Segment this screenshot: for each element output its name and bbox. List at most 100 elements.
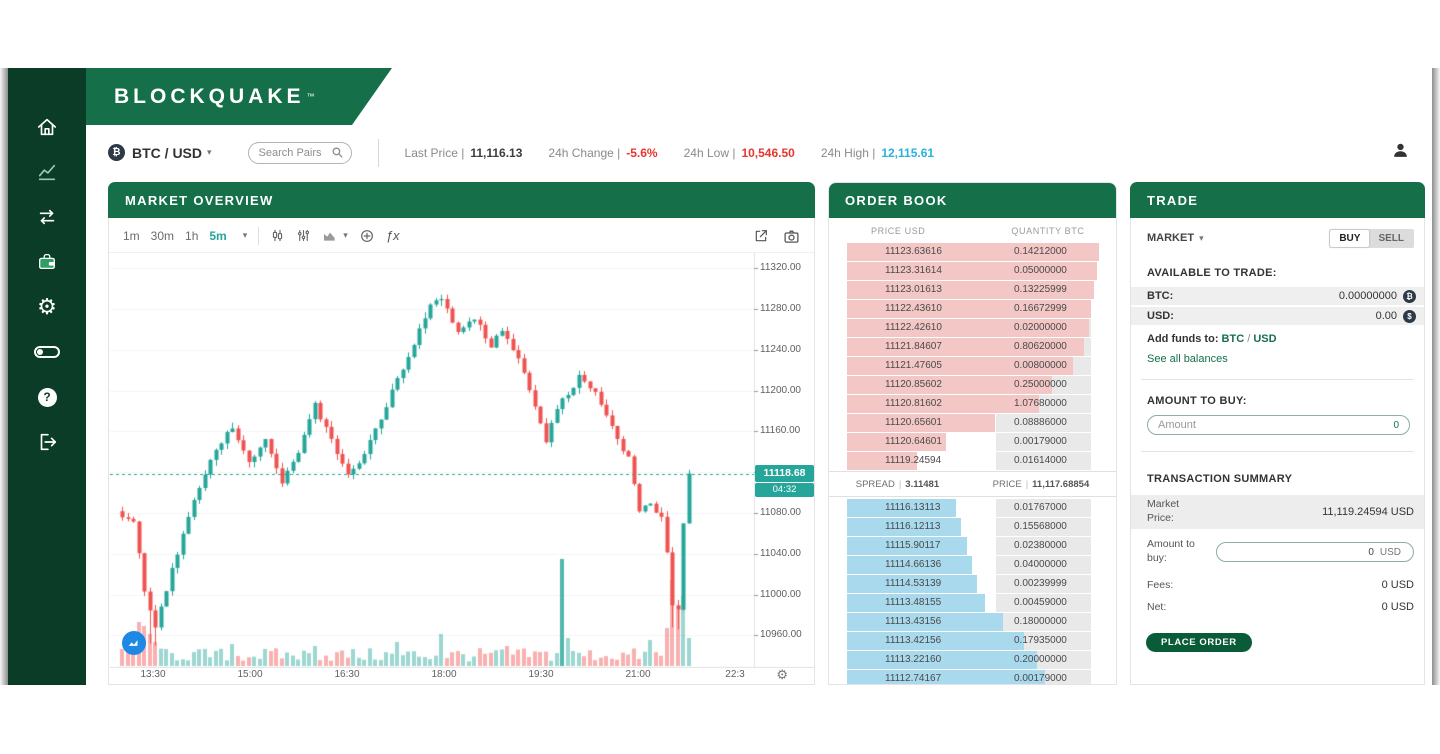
ask-row[interactable]: 11121.84607 0.80620000 bbox=[829, 338, 1116, 356]
bid-row[interactable]: 11113.22160 0.20000000 bbox=[829, 651, 1116, 669]
logout-icon[interactable] bbox=[34, 429, 60, 455]
ask-depth-bar bbox=[847, 357, 1074, 375]
order-type-chevron-icon[interactable]: ▾ bbox=[1199, 232, 1204, 243]
chevron-down-icon[interactable]: ▾ bbox=[207, 147, 212, 157]
search-pairs-input[interactable] bbox=[247, 141, 352, 164]
sell-tab[interactable]: SELL bbox=[1378, 232, 1404, 244]
x-axis: ⚙ 13:30 15:00 16:30 18:00 19:30 21:00 22:3 bbox=[109, 666, 814, 684]
add-funds-btc-link[interactable]: BTC bbox=[1221, 333, 1245, 345]
bid-row[interactable]: 11116.13113 0.01767000 bbox=[829, 499, 1116, 517]
bid-row[interactable]: 11113.42156 0.17935000 bbox=[829, 632, 1116, 650]
spread-bar: SPREAD | 3.11481 PRICE | 11,117.68854 bbox=[829, 471, 1116, 497]
bid-quantity: 0.00179000 bbox=[1014, 673, 1067, 684]
place-order-button[interactable]: PLACE ORDER bbox=[1146, 633, 1252, 652]
order-type-row: MARKET ▾ BUY SELL bbox=[1131, 227, 1424, 249]
markets-chart-icon[interactable] bbox=[34, 159, 60, 185]
see-all-balances-link[interactable]: See all balances bbox=[1147, 353, 1228, 365]
home-icon[interactable] bbox=[34, 114, 60, 140]
x-tick-3: 18:00 bbox=[431, 669, 457, 680]
net-value: 0 USD bbox=[1381, 601, 1414, 613]
ask-quantity: 0.13225999 bbox=[1014, 284, 1067, 295]
market-price-label: Market Price: bbox=[1147, 498, 1180, 524]
price-chart-canvas[interactable] bbox=[110, 253, 815, 668]
area-chart-icon[interactable]: ▾ bbox=[322, 228, 348, 244]
usd-balance-label: USD: bbox=[1147, 310, 1174, 322]
order-book-title: ORDER BOOK bbox=[845, 192, 948, 208]
transfers-icon[interactable] bbox=[34, 204, 60, 230]
trade-divider-2 bbox=[1141, 451, 1414, 452]
function-fx-icon[interactable]: ƒx bbox=[385, 228, 400, 243]
bid-row[interactable]: 11115.90117 0.02380000 bbox=[829, 537, 1116, 555]
ask-quantity: 0.05000000 bbox=[1014, 265, 1067, 276]
ask-row[interactable]: 11120.81602 1.07680000 bbox=[829, 395, 1116, 413]
timeframe-30m[interactable]: 30m bbox=[150, 228, 175, 243]
market-price-row: Market Price: 11,119.24594 USD bbox=[1131, 495, 1424, 529]
order-type-select[interactable]: MARKET bbox=[1147, 232, 1195, 244]
ask-price: 11119.24594 bbox=[885, 455, 942, 466]
ask-row[interactable]: 11120.64601 0.00179000 bbox=[829, 433, 1116, 451]
bid-quantity: 0.02380000 bbox=[1014, 540, 1067, 551]
amount-to-buy-input[interactable]: 0 USD bbox=[1216, 542, 1414, 562]
timeframe-chevron-icon[interactable]: ▾ bbox=[242, 230, 248, 240]
stat-1: 24h Change | -5.6% bbox=[548, 145, 658, 160]
ask-quantity: 0.80620000 bbox=[1014, 341, 1067, 352]
right-edge-strip bbox=[1432, 68, 1440, 685]
user-account-icon[interactable] bbox=[1391, 141, 1410, 165]
bid-row[interactable]: 11114.53139 0.00239999 bbox=[829, 575, 1116, 593]
ask-price: 11120.85602 bbox=[885, 379, 942, 390]
snapshot-camera-icon[interactable] bbox=[783, 228, 800, 245]
bid-row[interactable]: 11112.74167 0.00179000 bbox=[829, 670, 1116, 684]
candlestick-style-icon[interactable] bbox=[270, 228, 285, 243]
export-chart-icon[interactable] bbox=[753, 228, 769, 244]
ask-row[interactable]: 11119.24594 0.01614000 bbox=[829, 452, 1116, 470]
buy-tab[interactable]: BUY bbox=[1330, 229, 1370, 247]
help-icon[interactable]: ? bbox=[34, 384, 60, 410]
timeframe-5m-active[interactable]: 5m bbox=[209, 228, 227, 243]
ask-depth-bar bbox=[847, 338, 1084, 356]
quantity-chip bbox=[996, 499, 1091, 517]
ask-row[interactable]: 11120.65601 0.08886000 bbox=[829, 414, 1116, 432]
wallet-icon[interactable] bbox=[34, 249, 60, 275]
btc-balance-label: BTC: bbox=[1147, 290, 1174, 302]
ask-row[interactable]: 11123.63616 0.14212000 bbox=[829, 243, 1116, 261]
bid-price: 11116.12113 bbox=[885, 521, 941, 532]
timeframe-1m[interactable]: 1m bbox=[123, 228, 140, 243]
usd-balance-amount: 0.00 bbox=[1375, 310, 1397, 322]
indicators-sliders-icon[interactable] bbox=[296, 228, 311, 243]
ask-row[interactable]: 11120.85602 0.25000000 bbox=[829, 376, 1116, 394]
ask-row[interactable]: 11122.42610 0.02000000 bbox=[829, 319, 1116, 337]
quantity-chip bbox=[996, 537, 1091, 555]
bid-depth-bar bbox=[847, 556, 972, 574]
add-funds-usd-link[interactable]: USD bbox=[1253, 333, 1277, 345]
bid-row[interactable]: 11113.48155 0.00459000 bbox=[829, 594, 1116, 612]
ask-quantity: 0.25000000 bbox=[1014, 379, 1067, 390]
theme-toggle-icon[interactable] bbox=[34, 339, 60, 365]
settings-gear-icon[interactable]: ⚙ bbox=[37, 294, 57, 319]
timeframe-1h[interactable]: 1h bbox=[185, 228, 199, 243]
area-chart-chevron-icon[interactable]: ▾ bbox=[343, 230, 348, 240]
ask-row[interactable]: 11122.43610 0.16672999 bbox=[829, 300, 1116, 318]
chart-settings-gear-icon[interactable]: ⚙ bbox=[776, 667, 788, 682]
bid-row[interactable]: 11114.66136 0.04000000 bbox=[829, 556, 1116, 574]
zoom-in-icon[interactable] bbox=[359, 228, 375, 244]
btc-balance-amount: 0.00000000 bbox=[1338, 290, 1397, 302]
bid-quantity: 0.17935000 bbox=[1014, 635, 1067, 646]
bid-row[interactable]: 11116.12113 0.15568000 bbox=[829, 518, 1116, 536]
ask-row[interactable]: 11121.47605 0.00800000 bbox=[829, 357, 1116, 375]
amount-current-value: 0 bbox=[1393, 419, 1399, 431]
ask-row[interactable]: 11123.01613 0.13225999 bbox=[829, 281, 1116, 299]
fees-row: Fees: 0 USD bbox=[1131, 575, 1424, 595]
ask-depth-bar bbox=[847, 376, 1053, 394]
ask-price: 11121.84607 bbox=[885, 341, 942, 352]
pair-selector[interactable]: BTC / USD bbox=[132, 144, 202, 161]
ask-row[interactable]: 11123.31614 0.05000000 bbox=[829, 262, 1116, 280]
usd-balance-row: USD: 0.00 $ bbox=[1131, 307, 1424, 325]
bid-row[interactable]: 11113.43156 0.18000000 bbox=[829, 613, 1116, 631]
brand-logo: BLOCKQUAKE bbox=[114, 84, 305, 108]
ask-quantity: 0.00179000 bbox=[1014, 436, 1067, 447]
buy-sell-tabs: BUY SELL bbox=[1329, 228, 1414, 248]
x-tick-2: 16:30 bbox=[334, 669, 360, 680]
amount-input[interactable]: Amount 0 bbox=[1147, 415, 1410, 435]
chart-watermark-logo[interactable] bbox=[122, 631, 146, 655]
bids-list: 11116.13113 0.01767000 11116.12113 0.155680… bbox=[829, 499, 1116, 684]
